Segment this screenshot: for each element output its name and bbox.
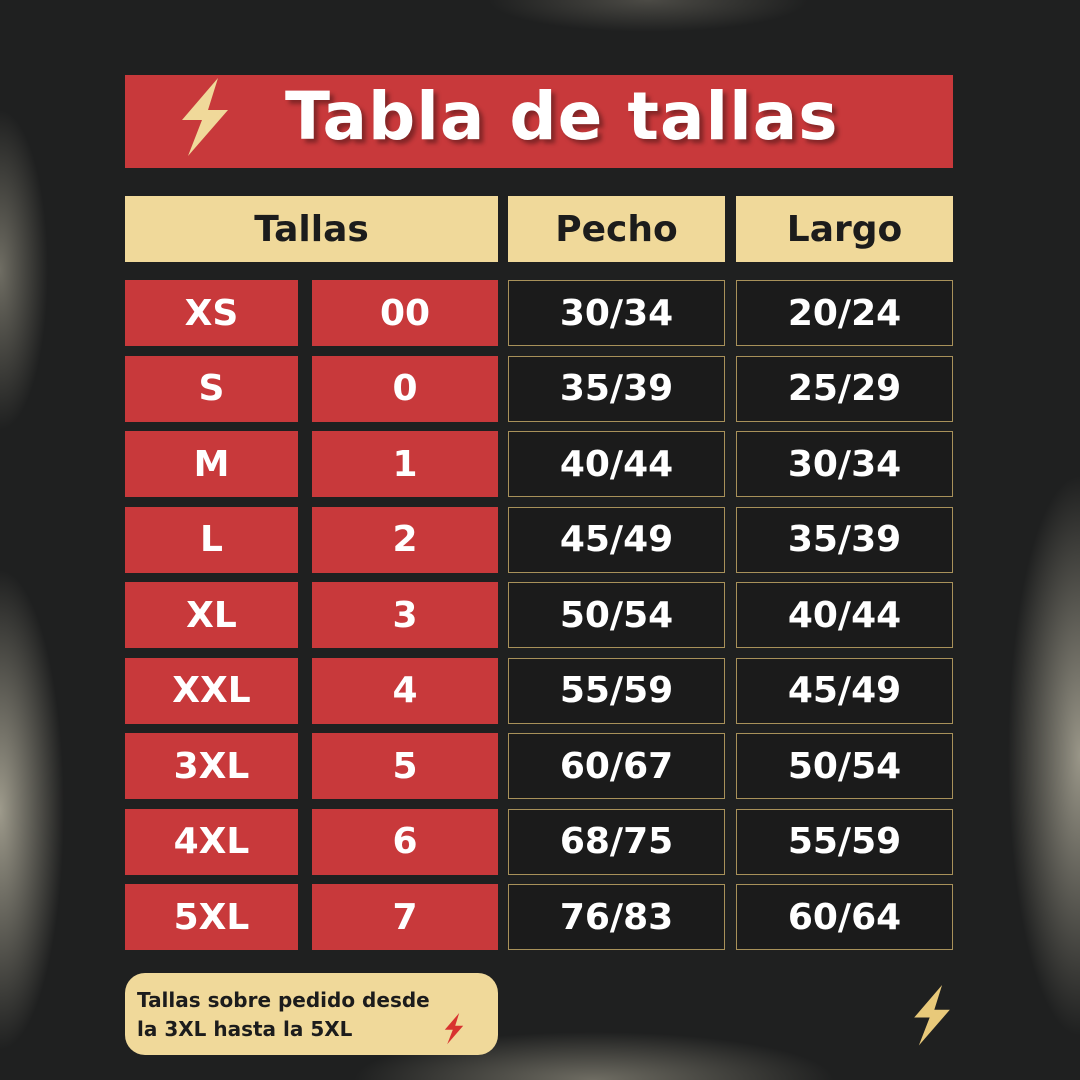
- chest-cell: 76/83: [508, 884, 725, 950]
- length-cell: 35/39: [736, 506, 953, 573]
- size-cell: L: [125, 506, 298, 573]
- chest-cell: 50/54: [508, 582, 725, 648]
- chest-cell: 40/44: [508, 431, 725, 497]
- size-number-cell: 7: [312, 884, 498, 950]
- size-number-cell: 5: [312, 733, 498, 799]
- header-pecho: Pecho: [508, 196, 725, 262]
- length-cell: 40/44: [736, 582, 953, 648]
- size-number-cell: 0: [312, 355, 498, 422]
- size-number-cell: 4: [312, 657, 498, 724]
- note-line-1: Tallas sobre pedido desde: [137, 988, 430, 1012]
- lightning-bolt-icon: [914, 985, 950, 1046]
- lightning-bolt-icon: [182, 78, 228, 156]
- size-cell: M: [125, 431, 298, 497]
- size-cell: S: [125, 355, 298, 422]
- chest-cell: 45/49: [508, 506, 725, 573]
- header-tallas: Tallas: [125, 196, 498, 262]
- chest-cell: 35/39: [508, 355, 725, 422]
- note-line-2: la 3XL hasta la 5XL: [137, 1017, 353, 1041]
- length-cell: 30/34: [736, 431, 953, 497]
- size-number-cell: 6: [312, 808, 498, 875]
- size-cell: XS: [125, 280, 298, 346]
- length-cell: 45/49: [736, 657, 953, 724]
- chest-cell: 55/59: [508, 657, 725, 724]
- order-note: Tallas sobre pedido desde la 3XL hasta l…: [125, 973, 498, 1055]
- size-cell: 4XL: [125, 808, 298, 875]
- size-cell: 5XL: [125, 884, 298, 950]
- length-cell: 20/24: [736, 280, 953, 346]
- size-cell: XXL: [125, 657, 298, 724]
- chest-cell: 60/67: [508, 733, 725, 799]
- size-cell: XL: [125, 582, 298, 648]
- size-number-cell: 3: [312, 582, 498, 648]
- size-cell: 3XL: [125, 733, 298, 799]
- chest-cell: 30/34: [508, 280, 725, 346]
- size-number-cell: 2: [312, 506, 498, 573]
- chest-cell: 68/75: [508, 808, 725, 875]
- header-largo: Largo: [736, 196, 953, 262]
- length-cell: 60/64: [736, 884, 953, 950]
- size-number-cell: 00: [312, 280, 498, 346]
- length-cell: 55/59: [736, 808, 953, 875]
- size-number-cell: 1: [312, 431, 498, 497]
- length-cell: 50/54: [736, 733, 953, 799]
- page-title: Tabla de tallas: [285, 78, 839, 155]
- length-cell: 25/29: [736, 355, 953, 422]
- title-banner: [125, 75, 953, 168]
- lightning-bolt-icon: [444, 1013, 464, 1045]
